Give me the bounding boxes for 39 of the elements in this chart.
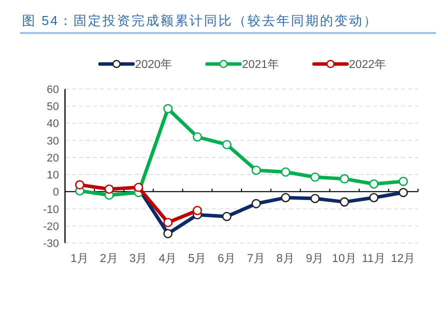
x-tick-label: 11月: [362, 252, 386, 265]
x-tick-label: 2月: [100, 252, 118, 265]
point: [252, 166, 261, 175]
y-tick-label: 60: [46, 84, 59, 96]
legend-label: 2021年: [242, 58, 280, 71]
x-tick-label: 5月: [188, 252, 207, 265]
x-tick-label: 8月: [276, 252, 295, 265]
point: [192, 206, 202, 216]
legend-label: 2020年: [135, 58, 173, 71]
x-tick-label: 4月: [158, 252, 178, 265]
legend-label: 2022年: [349, 58, 387, 71]
x-tick-label: 9月: [306, 252, 324, 265]
y-tick-label: -10: [43, 204, 59, 216]
x-tick-label: 1月: [70, 252, 89, 265]
y-tick-label: 40: [46, 118, 59, 130]
y-tick-label: 30: [46, 135, 59, 148]
point: [192, 132, 202, 142]
y-tick-label: 10: [46, 170, 59, 182]
y-tick-label: -30: [43, 238, 59, 250]
x-tick-label: 3月: [129, 252, 148, 265]
point: [163, 104, 173, 114]
point: [398, 176, 408, 186]
point: [340, 174, 350, 184]
point: [163, 218, 173, 228]
x-tick-label: 10月: [332, 252, 357, 265]
point: [222, 140, 232, 150]
x-tick-label: 7月: [247, 252, 266, 265]
x-tick-label: 6月: [218, 252, 236, 265]
point: [310, 172, 320, 182]
y-tick-label: -20: [43, 220, 59, 233]
x-tick-label: 12月: [390, 252, 416, 265]
chart-title: 图 54：固定投资完成额累计同比（较去年同期的变动）: [22, 13, 378, 28]
point: [104, 184, 114, 194]
point: [280, 167, 290, 177]
point: [369, 179, 379, 189]
y-tick-label: 50: [46, 101, 59, 114]
point: [75, 180, 84, 190]
y-tick-label: 0: [52, 186, 59, 199]
y-tick-label: 20: [46, 152, 59, 164]
